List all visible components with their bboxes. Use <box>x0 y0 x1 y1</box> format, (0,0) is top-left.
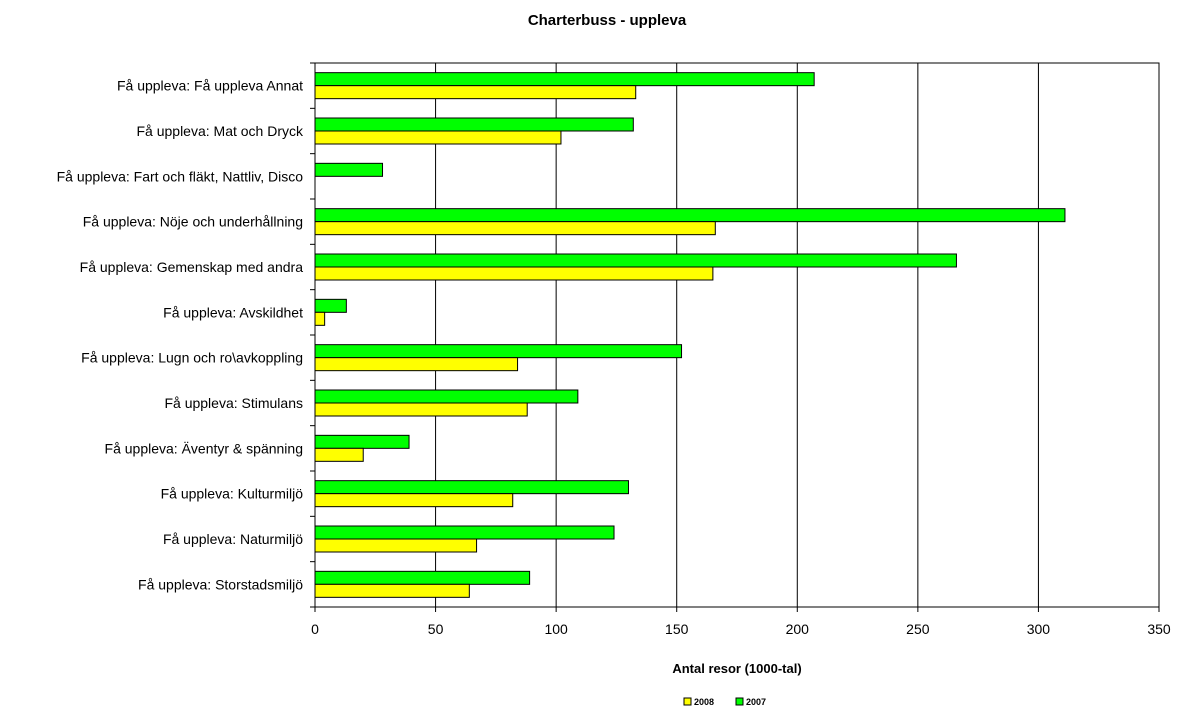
category-label: Få uppleva: Lugn och ro\avkoppling <box>81 350 303 366</box>
bar-2007 <box>314 525 615 540</box>
plot-area <box>314 62 1160 608</box>
chart-title: Charterbuss - uppleva <box>528 12 687 29</box>
x-tick-label: 0 <box>311 621 319 637</box>
axes <box>310 62 1160 612</box>
bar-2008 <box>314 221 716 236</box>
legend-label: 2007 <box>746 697 766 707</box>
bar-2007 <box>314 344 683 359</box>
category-label: Få uppleva: Naturmiljö <box>163 531 303 547</box>
category-label: Få uppleva: Nöje och underhållning <box>83 214 303 230</box>
legend-label: 2008 <box>694 697 714 707</box>
bar-2007 <box>314 117 634 132</box>
x-tick-label: 100 <box>544 621 568 637</box>
category-label: Få uppleva: Mat och Dryck <box>136 123 304 139</box>
category-label: Få uppleva: Kulturmiljö <box>161 486 304 502</box>
category-label: Få uppleva: Stimulans <box>164 395 303 411</box>
bar-2007 <box>314 208 1066 223</box>
legend-swatch <box>735 697 744 706</box>
x-tick-label: 150 <box>665 621 689 637</box>
x-tick-label: 250 <box>906 621 930 637</box>
bar-2008 <box>314 402 528 417</box>
gridlines <box>435 63 1039 607</box>
bar-2007 <box>314 480 629 495</box>
bar-2007 <box>314 389 579 404</box>
legend-swatch <box>683 697 692 706</box>
bar-2008 <box>314 85 637 100</box>
category-labels: Få uppleva: Få uppleva Annat Få uppleva: … <box>57 78 304 593</box>
bar-2008 <box>314 447 364 462</box>
category-label: Få uppleva: Fart och fläkt, Nattliv, Dis… <box>57 168 304 184</box>
x-tick-labels: 0 50 100 150 200 250 300 350 <box>311 621 1171 637</box>
bar-2008 <box>314 357 519 372</box>
category-label: Få uppleva: Gemenskap med andra <box>80 259 304 275</box>
x-tick-label: 300 <box>1027 621 1051 637</box>
category-label: Få uppleva: Avskildhet <box>163 304 303 320</box>
legend: 2008 2007 <box>683 697 766 707</box>
bar-2008 <box>314 311 326 326</box>
bar-2008 <box>314 130 562 145</box>
x-tick-label: 350 <box>1147 621 1171 637</box>
bar-2008 <box>314 538 478 553</box>
bar-2007 <box>314 570 531 585</box>
bar-2007 <box>314 298 347 313</box>
x-axis-label: Antal resor (1000-tal) <box>672 661 801 676</box>
x-tick-label: 200 <box>786 621 810 637</box>
bar-2007 <box>314 434 410 449</box>
bars <box>314 72 1066 598</box>
category-label: Få uppleva: Få uppleva Annat <box>117 78 303 94</box>
bar-2008 <box>314 583 470 598</box>
bar-2007 <box>314 72 815 87</box>
x-tick-label: 50 <box>428 621 444 637</box>
bar-2008 <box>314 493 514 508</box>
category-label: Få uppleva: Äventyr & spänning <box>105 440 303 456</box>
bar-2007 <box>314 162 384 177</box>
category-label: Få uppleva: Storstadsmiljö <box>138 576 303 592</box>
bar-2007 <box>314 253 957 268</box>
bar-2008 <box>314 266 714 281</box>
